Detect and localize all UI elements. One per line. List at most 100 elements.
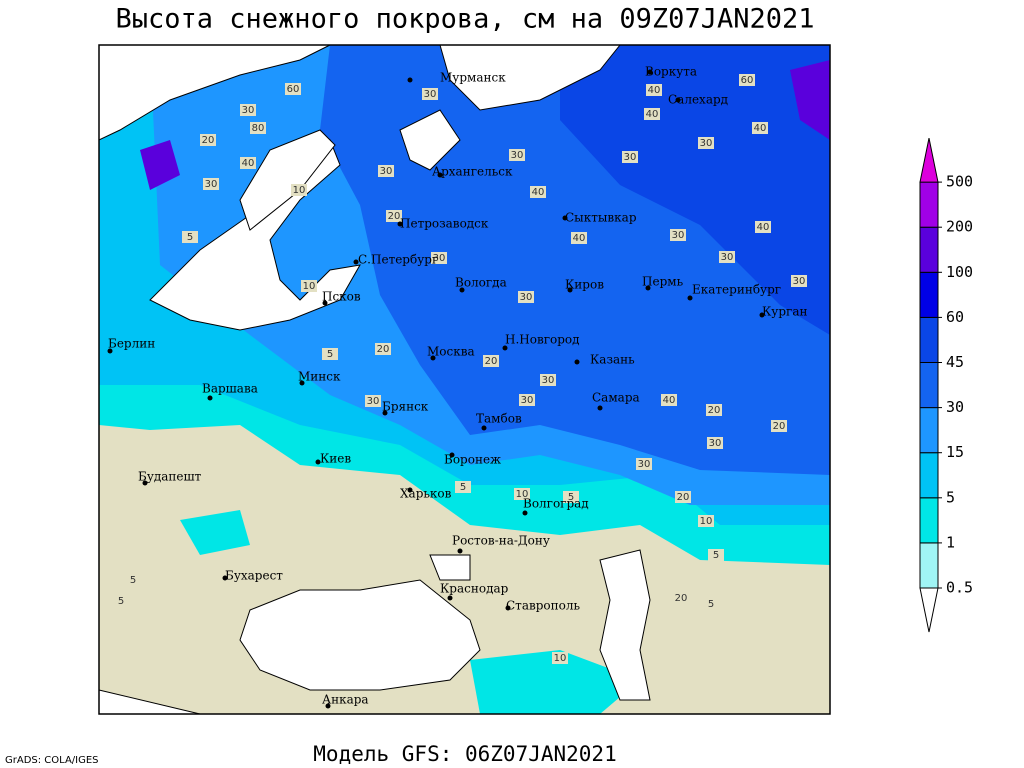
city-label: Ставрополь (506, 599, 580, 613)
legend-swatch (919, 362, 939, 409)
contour-label-bg (552, 652, 568, 664)
contour-label-bg (755, 221, 771, 233)
city-dot (382, 410, 388, 416)
legend-swatch (919, 316, 939, 363)
city-label: Воркута (645, 65, 697, 79)
contour-label-bg (365, 395, 381, 407)
contour-label: 20 (708, 405, 721, 416)
contour-label: 30 (205, 179, 218, 190)
contour-label-bg (719, 251, 735, 263)
contour-label-bg (563, 491, 579, 503)
legend-label: 200 (946, 218, 973, 236)
contour-label-bg (675, 491, 691, 503)
sea (98, 44, 331, 141)
city-dot (481, 425, 487, 431)
city-dot (457, 548, 463, 554)
city-dot (597, 405, 603, 411)
contour-label-bg (514, 488, 530, 500)
contour-label-bg (250, 122, 266, 134)
city-label: Сыктывкар (565, 211, 637, 225)
city-label: Вологда (455, 276, 507, 290)
city-label: Курган (762, 305, 807, 319)
contour-label-bg (291, 184, 307, 196)
legend-swatch (919, 137, 939, 183)
city-dot (407, 77, 413, 83)
city-dot (299, 380, 305, 386)
city-dot (505, 605, 511, 611)
contour-label: 30 (624, 152, 637, 163)
city-label: Брянск (382, 400, 429, 414)
contour-label: 20 (485, 356, 498, 367)
contour-label: 30 (242, 105, 255, 116)
city-dot (325, 703, 331, 709)
contour-label: 20 (388, 211, 401, 222)
contour-label: 30 (793, 276, 806, 287)
contour-label-bg (622, 151, 638, 163)
city-label: Волгоград (523, 497, 589, 511)
snow-zone (470, 650, 640, 714)
contour-label-bg (698, 137, 714, 149)
snow-zone (140, 140, 180, 190)
contour-label: 20 (773, 421, 786, 432)
sea (239, 579, 481, 691)
city-label: Н.Новгород (505, 333, 580, 347)
legend-swatch (919, 452, 939, 499)
contour-label: 20 (202, 135, 215, 146)
legend-label: 5 (946, 488, 955, 506)
city-dot (687, 295, 693, 301)
contour-label: 30 (721, 252, 734, 263)
contour-label-bg (708, 549, 724, 561)
contour-label-bg (518, 291, 534, 303)
contour-label: 60 (287, 84, 300, 95)
sea (399, 109, 461, 171)
title: Высота снежного покрова, см на 09Z07JAN2… (116, 4, 815, 35)
contour-label-bg (378, 165, 394, 177)
contour-label: 40 (757, 222, 770, 233)
contour-label-bg (455, 481, 471, 493)
contour-label: 30 (433, 253, 446, 264)
contour-label-bg (703, 598, 719, 610)
contour-label: 5 (713, 550, 719, 561)
contour-label-bg (519, 394, 535, 406)
contour-label-bg (125, 574, 141, 586)
city-dot (459, 287, 465, 293)
contour-label: 5 (118, 596, 124, 607)
legend-label: 0.5 (946, 579, 973, 597)
contour-label-bg (375, 343, 391, 355)
contour-label: 30 (367, 396, 380, 407)
contour-label: 40 (663, 395, 676, 406)
city-label: Мурманск (440, 71, 506, 85)
contour-label-bg (571, 232, 587, 244)
city-label: Екатеринбург (692, 283, 781, 297)
contour-label-bg (707, 437, 723, 449)
contour-label-bg (200, 134, 216, 146)
contour-label-bg (509, 149, 525, 161)
legend-swatch (919, 407, 939, 454)
water (98, 44, 651, 715)
legend-label: 45 (946, 353, 964, 371)
contour-label: 10 (516, 489, 529, 500)
contour-label: 5 (187, 232, 193, 243)
contour-label-bg (322, 348, 338, 360)
city-label: Псков (322, 290, 361, 304)
city-dot (222, 575, 228, 581)
contour-label: 20 (377, 344, 390, 355)
contour-label-bg (240, 104, 256, 116)
contour-label: 40 (646, 109, 659, 120)
city-label: Харьков (400, 487, 452, 501)
contour-label: 5 (130, 575, 136, 586)
city-dot (502, 345, 508, 351)
snow-zone (180, 510, 250, 555)
sea (239, 129, 336, 231)
contour-label: 80 (252, 123, 265, 134)
contour-label-bg (673, 592, 689, 604)
legend-label: 100 (946, 263, 973, 281)
snow-zone (560, 45, 830, 335)
contour-label: 10 (554, 653, 567, 664)
subtitle: Модель GFS: 06Z07JAN2021 (313, 742, 616, 766)
city-dot (449, 452, 455, 458)
city-label: Архангельск (432, 165, 513, 179)
city-dot (574, 359, 580, 365)
